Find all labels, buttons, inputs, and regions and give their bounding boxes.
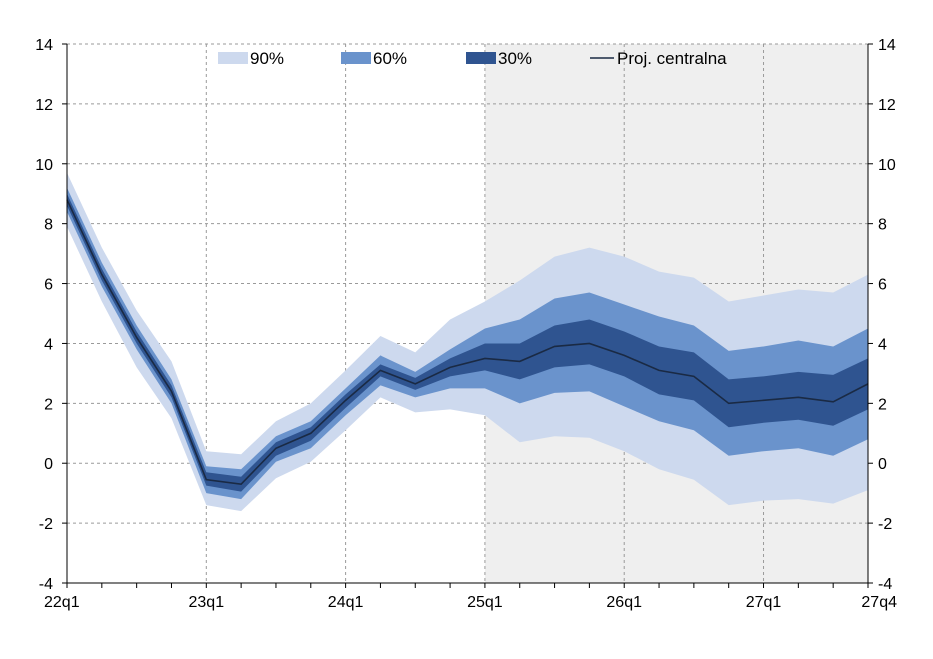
x-tick-label: 27q1 bbox=[746, 594, 782, 611]
fan-bands bbox=[67, 172, 868, 512]
y-tick-label-right: -2 bbox=[878, 516, 892, 533]
y-tick-label-left: 12 bbox=[35, 97, 53, 114]
legend-label: Proj. centralna bbox=[617, 49, 727, 68]
y-tick-label-left: 14 bbox=[35, 37, 53, 54]
central-projection-layer bbox=[66, 199, 869, 486]
legend: 90% 60% 30% Proj. centralna bbox=[218, 49, 727, 68]
x-tick-label: 27q4 bbox=[861, 594, 897, 611]
y-tick-label-left: 10 bbox=[35, 157, 53, 174]
y-tick-label-right: 8 bbox=[878, 217, 887, 234]
x-tick-label: 22q1 bbox=[44, 594, 80, 611]
x-tick-label: 23q1 bbox=[189, 594, 225, 611]
y-tick-label-right: 4 bbox=[878, 336, 887, 353]
x-tick-label: 25q1 bbox=[467, 594, 503, 611]
band-60 bbox=[67, 187, 868, 500]
y-tick-label-left: 4 bbox=[44, 336, 53, 353]
y-tick-label-left: 6 bbox=[44, 277, 53, 294]
y-tick-label-right: 2 bbox=[878, 396, 887, 413]
y-tick-label-right: 14 bbox=[878, 37, 896, 54]
legend-swatch-30 bbox=[466, 52, 496, 64]
y-tick-label-right: 0 bbox=[878, 456, 887, 473]
legend-label: 90% bbox=[250, 49, 284, 68]
central-projection-line bbox=[66, 199, 869, 486]
legend-swatch-90 bbox=[218, 52, 248, 64]
legend-swatch-60 bbox=[341, 52, 371, 64]
y-tick-label-right: 6 bbox=[878, 277, 887, 294]
axes: -4 -4 -2 -2 0 0 2 2 4 4 6 6 8 8 10 10 12 12 14 14 22q1 23q1 24… bbox=[35, 37, 897, 611]
y-tick-label-left: 2 bbox=[44, 396, 53, 413]
y-tick-label-right: -4 bbox=[878, 576, 892, 593]
y-tick-label-left: -2 bbox=[39, 516, 53, 533]
y-tick-label-right: 10 bbox=[878, 157, 896, 174]
x-tick-label: 24q1 bbox=[328, 594, 364, 611]
legend-label: 60% bbox=[373, 49, 407, 68]
y-tick-label-left: 8 bbox=[44, 217, 53, 234]
y-tick-label-left: -4 bbox=[39, 576, 53, 593]
y-tick-label-left: 0 bbox=[44, 456, 53, 473]
y-tick-label-right: 12 bbox=[878, 97, 896, 114]
legend-label: 30% bbox=[498, 49, 532, 68]
x-tick-label: 26q1 bbox=[606, 594, 642, 611]
